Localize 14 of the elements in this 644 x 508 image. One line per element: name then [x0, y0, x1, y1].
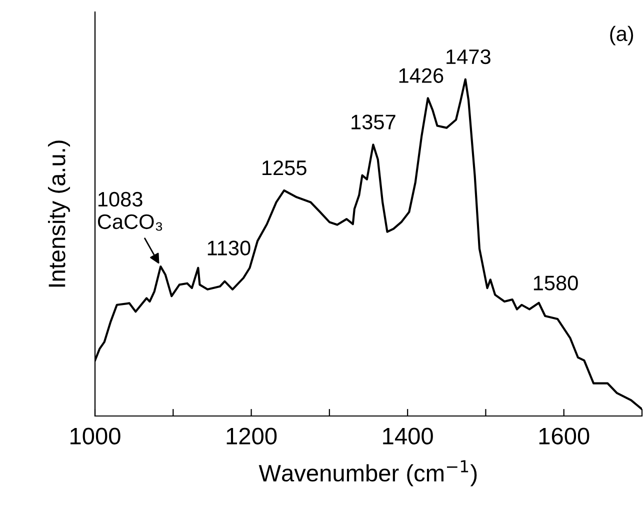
x-tick-label: 1600	[539, 428, 590, 444]
annotation: 1357	[352, 114, 396, 130]
annotation: 1473	[446, 49, 490, 64]
x-tick-label: 1000	[70, 428, 120, 444]
annotation: 1580	[534, 276, 578, 290]
x-tick-label: 1400	[383, 428, 433, 444]
annotation: 1130	[208, 240, 250, 256]
x-tick-label: 1200	[226, 428, 277, 444]
annotation: 1083 CaCO₃	[98, 192, 162, 231]
text: (a)	[610, 26, 634, 46]
annotation: 1426	[399, 68, 444, 83]
x-axis-title: Wavenumber (cm$^{−1}$)	[258, 460, 477, 486]
annotation: 1255	[262, 160, 306, 176]
y-axis-title: Intensity (a.u.)	[48, 140, 70, 287]
